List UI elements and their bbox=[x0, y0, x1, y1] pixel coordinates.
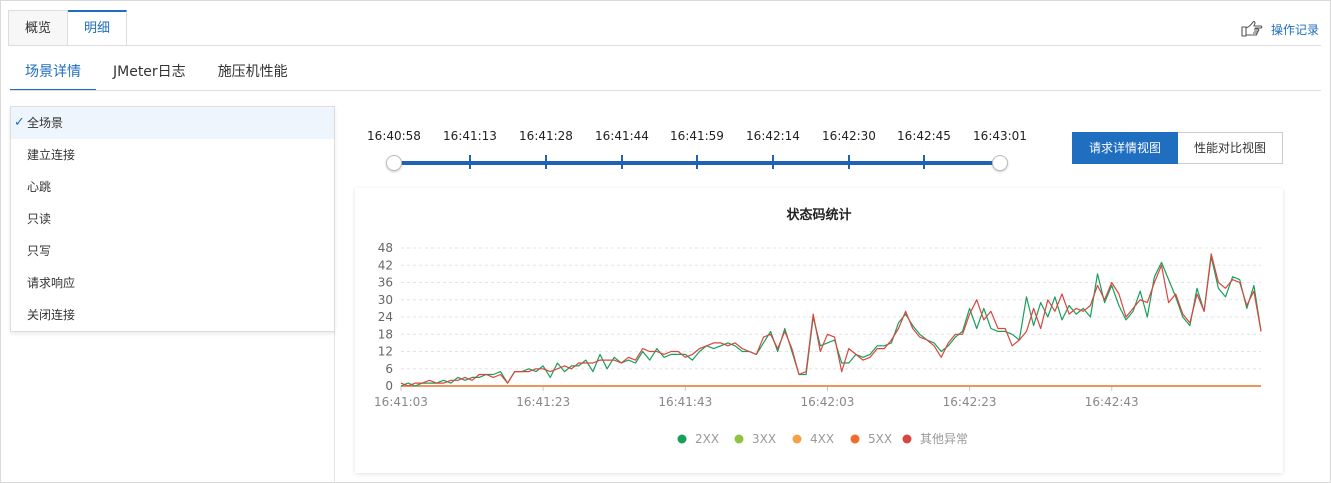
tab-overview[interactable]: 概览 bbox=[8, 10, 69, 46]
legend-item[interactable]: 其他异常 bbox=[902, 432, 969, 446]
timeline-tick bbox=[545, 155, 547, 169]
scene-item-close-connection[interactable]: 关闭连接 bbox=[11, 299, 334, 331]
x-tick-label: 16:42:43 bbox=[1085, 395, 1139, 409]
series-line-4 bbox=[400, 253, 1262, 387]
timeline-label: 16:42:14 bbox=[746, 129, 800, 143]
legend-dot bbox=[850, 434, 860, 444]
scene-item-connect[interactable]: 建立连接 bbox=[11, 139, 334, 171]
legend-item[interactable]: 2XX bbox=[677, 432, 720, 446]
legend-dot bbox=[792, 434, 802, 444]
scene-item-label: 心跳 bbox=[27, 180, 52, 194]
view-toggle: 请求详情视图 性能对比视图 bbox=[1072, 132, 1284, 164]
timeline-tick bbox=[923, 155, 925, 169]
tab-scene-detail[interactable]: 场景详情 bbox=[10, 57, 96, 91]
timeline-label: 16:40:58 bbox=[367, 129, 421, 143]
y-tick-label: 12 bbox=[378, 345, 393, 359]
top-tabs: 概览 明细 bbox=[8, 10, 128, 46]
legend-item[interactable]: 5XX bbox=[850, 432, 893, 446]
status-code-chart-card: 状态码统计 0 6 12 18 24 30 36 42 48 16:41:03 16:41:23 1… bbox=[355, 188, 1283, 473]
legend-dot bbox=[677, 434, 687, 444]
y-tick-label: 0 bbox=[385, 379, 393, 393]
performance-compare-view-button[interactable]: 性能对比视图 bbox=[1178, 132, 1284, 164]
scene-item-all[interactable]: ✓ 全场景 bbox=[11, 107, 334, 139]
timeline-tick bbox=[621, 155, 623, 169]
timeline-label: 16:41:28 bbox=[519, 129, 573, 143]
timeline-label: 16:42:45 bbox=[897, 129, 951, 143]
tab-load-machine-performance[interactable]: 施压机性能 bbox=[217, 64, 288, 80]
y-tick-label: 24 bbox=[378, 310, 393, 324]
legend-label: 2XX bbox=[695, 432, 719, 446]
legend-label: 其他异常 bbox=[920, 432, 968, 446]
y-tick-label: 36 bbox=[378, 276, 393, 290]
scene-item-label: 关闭连接 bbox=[27, 308, 76, 322]
timeline-start-handle[interactable] bbox=[386, 155, 402, 171]
x-tick-label: 16:41:23 bbox=[516, 395, 570, 409]
sub-tabs: 场景详情 JMeter日志 施压机性能 bbox=[10, 57, 305, 91]
operation-record-label: 操作记录 bbox=[1270, 22, 1319, 37]
legend-label: 4XX bbox=[810, 432, 834, 446]
timeline-label: 16:43:01 bbox=[973, 129, 1027, 143]
legend-label: 3XX bbox=[752, 432, 776, 446]
x-tick-label: 16:41:43 bbox=[658, 395, 712, 409]
x-tick-label: 16:41:03 bbox=[374, 395, 428, 409]
y-tick-label: 6 bbox=[385, 362, 393, 376]
tab-detail[interactable]: 明细 bbox=[68, 10, 128, 46]
timeline-end-handle[interactable] bbox=[992, 155, 1008, 171]
check-icon: ✓ bbox=[14, 115, 25, 130]
scene-list: ✓ 全场景 建立连接 心跳 只读 只写 请求响应 关闭连接 bbox=[10, 106, 335, 332]
series-line-0 bbox=[400, 255, 1262, 387]
legend-item[interactable]: 4XX bbox=[792, 432, 835, 446]
scene-item-request-response[interactable]: 请求响应 bbox=[11, 267, 334, 299]
scene-item-write-only[interactable]: 只写 bbox=[11, 235, 334, 267]
scene-item-label: 全场景 bbox=[27, 116, 64, 130]
scene-panel: ✓ 全场景 建立连接 心跳 只读 只写 请求响应 关闭连接 bbox=[10, 106, 335, 483]
scene-item-label: 建立连接 bbox=[27, 148, 76, 162]
x-tick-label: 16:42:03 bbox=[800, 395, 854, 409]
y-tick-label: 30 bbox=[378, 293, 393, 307]
timeline-tick bbox=[469, 155, 471, 169]
timeline-tick bbox=[696, 155, 698, 169]
legend-dot bbox=[734, 434, 744, 444]
time-range-slider: 16:40:58 16:41:13 16:41:28 16:41:44 16:4… bbox=[366, 125, 1027, 175]
request-detail-view-button[interactable]: 请求详情视图 bbox=[1072, 132, 1179, 164]
operation-record-link[interactable]: 操作记录 bbox=[1241, 20, 1319, 38]
top-tabs-divider bbox=[8, 45, 1321, 46]
x-tick-label: 16:42:23 bbox=[943, 395, 997, 409]
sub-tabs-divider bbox=[10, 90, 1321, 91]
tab-jmeter-log[interactable]: JMeter日志 bbox=[113, 64, 186, 80]
legend-item[interactable]: 3XX bbox=[734, 432, 777, 446]
timeline-tick bbox=[772, 155, 774, 169]
legend-dot bbox=[902, 434, 912, 444]
timeline-label: 16:42:30 bbox=[822, 129, 876, 143]
timeline-label: 16:41:44 bbox=[595, 129, 649, 143]
legend-label: 5XX bbox=[868, 432, 892, 446]
scene-item-label: 请求响应 bbox=[27, 276, 76, 290]
timeline-tick bbox=[848, 155, 850, 169]
scene-item-read-only[interactable]: 只读 bbox=[11, 203, 334, 235]
scene-item-label: 只写 bbox=[27, 244, 52, 258]
y-tick-label: 48 bbox=[378, 241, 393, 255]
pointing-hand-icon bbox=[1241, 21, 1263, 37]
timeline-label: 16:41:59 bbox=[670, 129, 724, 143]
y-tick-label: 18 bbox=[378, 327, 393, 341]
timeline-label: 16:41:13 bbox=[443, 129, 497, 143]
status-code-chart: 状态码统计 0 6 12 18 24 30 36 42 48 16:41:03 16:41:23 1… bbox=[374, 207, 1262, 446]
scene-item-heartbeat[interactable]: 心跳 bbox=[11, 171, 334, 203]
y-tick-label: 42 bbox=[378, 258, 393, 272]
chart-title: 状态码统计 bbox=[786, 207, 851, 223]
scene-item-label: 只读 bbox=[27, 212, 52, 226]
